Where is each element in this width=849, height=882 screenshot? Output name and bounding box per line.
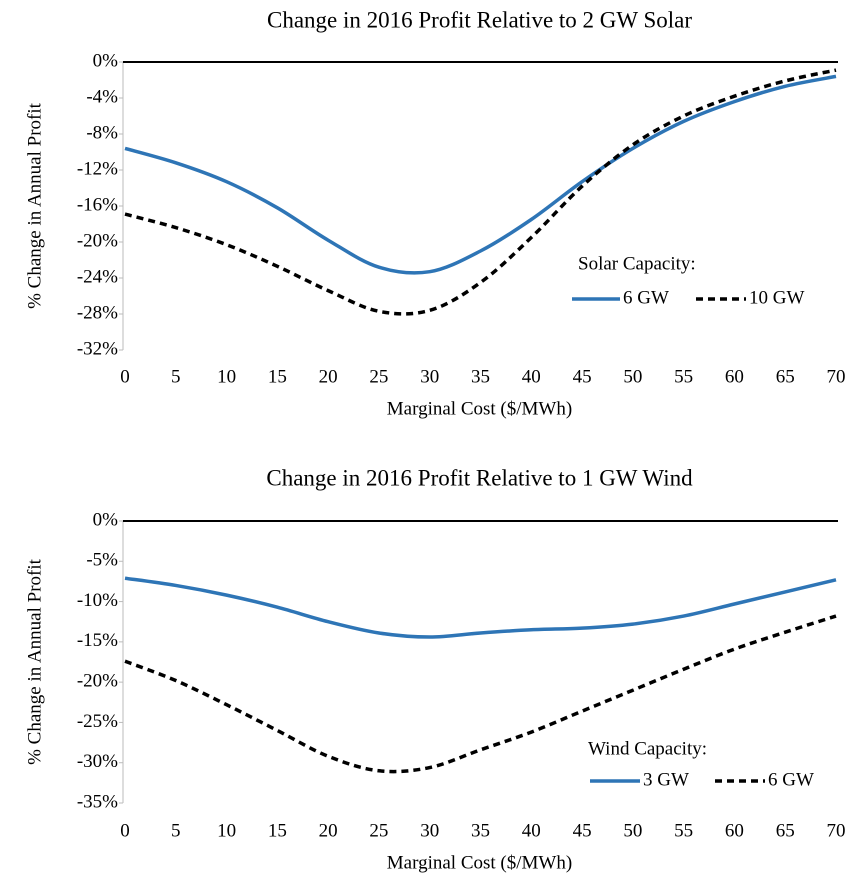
x-tick-label: 55 bbox=[674, 366, 693, 387]
x-tick-label: 15 bbox=[268, 820, 287, 841]
y-tick-label: 0% bbox=[93, 509, 119, 530]
x-tick-label: 50 bbox=[623, 366, 642, 387]
data-line bbox=[124, 576, 837, 639]
y-tick-label: -5% bbox=[86, 550, 118, 571]
data-line bbox=[124, 74, 837, 275]
x-tick-label: 40 bbox=[522, 820, 541, 841]
x-tick-label: 55 bbox=[674, 820, 693, 841]
x-tick-label: 0 bbox=[120, 820, 130, 841]
chart-title: Change in 2016 Profit Relative to 2 GW S… bbox=[267, 7, 692, 32]
x-tick-label: 70 bbox=[827, 366, 846, 387]
x-tick-label: 25 bbox=[369, 366, 388, 387]
y-axis-label: % Change in Annual Profit bbox=[24, 558, 45, 765]
y-tick-label: -10% bbox=[77, 590, 118, 611]
x-tick-label: 30 bbox=[420, 366, 439, 387]
x-tick-label: 0 bbox=[120, 366, 130, 387]
x-tick-label: 50 bbox=[623, 820, 642, 841]
y-tick-label: -4% bbox=[86, 86, 118, 107]
y-tick-label: -32% bbox=[77, 338, 118, 359]
x-axis-label: Marginal Cost ($/MWh) bbox=[387, 398, 572, 419]
y-tick-label: -20% bbox=[77, 671, 118, 692]
legend-label: 3 GW bbox=[643, 769, 689, 790]
x-tick-label: 5 bbox=[171, 366, 181, 387]
y-tick-label: -35% bbox=[77, 791, 118, 812]
x-tick-label: 10 bbox=[217, 366, 236, 387]
y-tick-label: 0% bbox=[93, 50, 119, 71]
x-tick-label: 20 bbox=[319, 366, 338, 387]
y-tick-label: -20% bbox=[77, 230, 118, 251]
x-tick-label: 10 bbox=[217, 820, 236, 841]
x-tick-label: 60 bbox=[725, 820, 744, 841]
x-tick-label: 65 bbox=[776, 366, 795, 387]
y-tick-label: -25% bbox=[77, 711, 118, 732]
y-tick-label: -8% bbox=[86, 122, 118, 143]
y-tick-label: -15% bbox=[77, 630, 118, 651]
x-tick-label: 20 bbox=[319, 820, 338, 841]
y-tick-label: -16% bbox=[77, 194, 118, 215]
x-tick-label: 35 bbox=[471, 820, 490, 841]
legend-label: 6 GW bbox=[623, 287, 669, 308]
x-axis-label: Marginal Cost ($/MWh) bbox=[387, 852, 572, 873]
legend-label: 6 GW bbox=[768, 769, 814, 790]
x-tick-label: 45 bbox=[573, 366, 592, 387]
legend-title: Solar Capacity: bbox=[578, 253, 696, 274]
data-line bbox=[124, 614, 837, 774]
y-tick-label: -28% bbox=[77, 302, 118, 323]
legend-title: Wind Capacity: bbox=[588, 738, 707, 759]
y-axis-label: % Change in Annual Profit bbox=[24, 102, 45, 309]
data-line bbox=[124, 68, 837, 316]
x-tick-label: 25 bbox=[369, 820, 388, 841]
x-tick-label: 15 bbox=[268, 366, 287, 387]
y-tick-label: -30% bbox=[77, 751, 118, 772]
x-tick-label: 60 bbox=[725, 366, 744, 387]
y-tick-label: -12% bbox=[77, 158, 118, 179]
legend-label: 10 GW bbox=[749, 287, 804, 308]
x-tick-label: 65 bbox=[776, 820, 795, 841]
x-tick-label: 30 bbox=[420, 820, 439, 841]
x-tick-label: 35 bbox=[471, 366, 490, 387]
y-tick-label: -24% bbox=[77, 266, 118, 287]
x-tick-label: 5 bbox=[171, 820, 181, 841]
x-tick-label: 45 bbox=[573, 820, 592, 841]
chart-title: Change in 2016 Profit Relative to 1 GW W… bbox=[266, 465, 693, 490]
x-tick-label: 70 bbox=[827, 820, 846, 841]
x-tick-label: 40 bbox=[522, 366, 541, 387]
